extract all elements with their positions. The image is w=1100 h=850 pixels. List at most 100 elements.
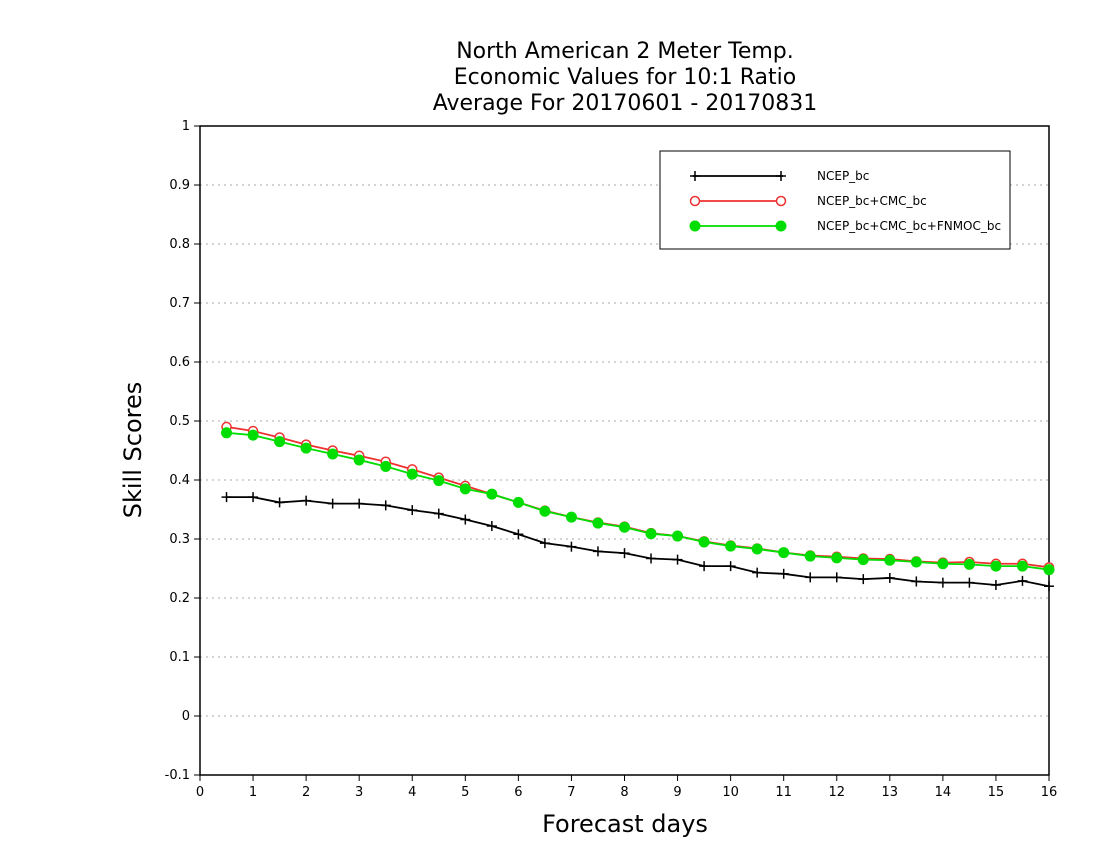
data-point xyxy=(858,574,869,585)
data-point xyxy=(539,505,551,517)
data-point xyxy=(672,530,684,542)
data-point xyxy=(380,500,391,511)
data-point xyxy=(645,528,657,540)
y-tick-label: -0.1 xyxy=(165,768,190,783)
x-tick-label: 16 xyxy=(1041,785,1058,800)
data-point xyxy=(805,572,816,583)
data-point xyxy=(990,560,1002,572)
legend-marker xyxy=(775,220,787,232)
series xyxy=(221,421,1055,592)
x-tick-label: 13 xyxy=(882,785,899,800)
data-point xyxy=(513,529,524,540)
data-point xyxy=(751,543,763,555)
y-tick-label: 0.5 xyxy=(169,414,190,429)
data-point xyxy=(752,567,763,578)
legend-label: NCEP_bc xyxy=(817,169,869,183)
series-2 xyxy=(221,427,1055,576)
data-point xyxy=(725,540,737,552)
data-point xyxy=(937,558,949,570)
data-point xyxy=(1016,560,1028,572)
y-tick-label: 0 xyxy=(182,709,190,724)
data-point xyxy=(910,556,922,568)
data-point xyxy=(460,514,471,525)
data-point xyxy=(566,541,577,552)
legend-label: NCEP_bc+CMC_bc xyxy=(817,194,927,208)
series-0 xyxy=(221,492,1054,592)
data-point xyxy=(699,561,710,572)
x-tick-label: 11 xyxy=(775,785,792,800)
data-point xyxy=(274,497,285,508)
data-point xyxy=(937,577,948,588)
data-point xyxy=(565,511,577,523)
legend-entry-2: NCEP_bc+CMC_bc+FNMOC_bc xyxy=(689,219,1001,233)
x-tick-label: 12 xyxy=(828,785,845,800)
y-tick-label: 0.9 xyxy=(169,178,190,193)
data-point xyxy=(221,492,232,503)
legend-box xyxy=(659,150,1011,250)
legend-marker xyxy=(776,171,786,181)
y-tick-label: 0.1 xyxy=(169,650,190,665)
data-point xyxy=(778,547,790,559)
legend-entry-1: NCEP_bc+CMC_bc xyxy=(689,194,927,208)
data-point xyxy=(512,496,524,508)
data-point xyxy=(831,572,842,583)
data-point xyxy=(646,553,657,564)
data-point xyxy=(539,538,550,549)
data-point xyxy=(963,558,975,570)
data-point xyxy=(221,427,233,439)
data-point xyxy=(433,475,445,487)
data-point xyxy=(964,577,975,588)
data-point xyxy=(592,517,604,529)
data-point xyxy=(672,554,683,565)
legend-label: NCEP_bc+CMC_bc+FNMOC_bc xyxy=(817,219,1001,233)
x-tick-label: 2 xyxy=(302,785,310,800)
data-point xyxy=(990,580,1001,591)
legend-marker xyxy=(689,220,701,232)
x-tick-label: 7 xyxy=(567,785,575,800)
x-tick-label: 0 xyxy=(196,785,204,800)
legend-marker xyxy=(775,195,787,207)
legend-marker xyxy=(689,195,701,207)
y-tick-label: 1 xyxy=(182,119,190,134)
x-tick-label: 1 xyxy=(249,785,257,800)
legend-marker xyxy=(690,171,700,181)
series-line xyxy=(226,426,1050,569)
y-tick-label: 0.3 xyxy=(169,532,190,547)
data-point xyxy=(433,508,444,519)
x-tick-label: 5 xyxy=(461,785,469,800)
y-tick-label: 0.8 xyxy=(169,237,190,252)
data-point xyxy=(831,552,843,564)
data-point xyxy=(353,454,365,466)
data-point xyxy=(406,468,418,480)
data-point xyxy=(327,448,339,460)
data-point xyxy=(698,536,710,548)
data-point xyxy=(592,546,603,557)
x-tick-label: 14 xyxy=(935,785,952,800)
y-tick-label: 0.4 xyxy=(169,473,190,488)
x-tick-label: 8 xyxy=(620,785,628,800)
data-point xyxy=(486,488,498,500)
data-point xyxy=(407,505,418,516)
data-point xyxy=(1043,564,1055,576)
data-point xyxy=(911,576,922,587)
data-point xyxy=(619,548,630,559)
data-point xyxy=(354,498,365,509)
chart-title-line-3: Average For 20170601 - 20170831 xyxy=(433,91,818,116)
data-point xyxy=(248,492,259,503)
data-point xyxy=(778,568,789,579)
data-point xyxy=(274,436,286,448)
data-point xyxy=(1044,581,1054,592)
series-1 xyxy=(221,421,1055,573)
data-point xyxy=(327,498,338,509)
data-point xyxy=(301,495,312,506)
y-tick-label: 0.6 xyxy=(169,355,190,370)
y-tick-label: 0.2 xyxy=(169,591,190,606)
legend: NCEP_bc NCEP_bc+CMC_bc NCEP_bc+CMC_bc+FNMO… xyxy=(659,150,1011,250)
chart-title-line-1: North American 2 Meter Temp. xyxy=(456,39,794,64)
legend-entry-0: NCEP_bc xyxy=(690,169,869,183)
data-point xyxy=(884,554,896,566)
x-axis-label: Forecast days xyxy=(542,810,708,838)
plot-frame xyxy=(199,125,1050,776)
x-tick-label: 15 xyxy=(988,785,1005,800)
